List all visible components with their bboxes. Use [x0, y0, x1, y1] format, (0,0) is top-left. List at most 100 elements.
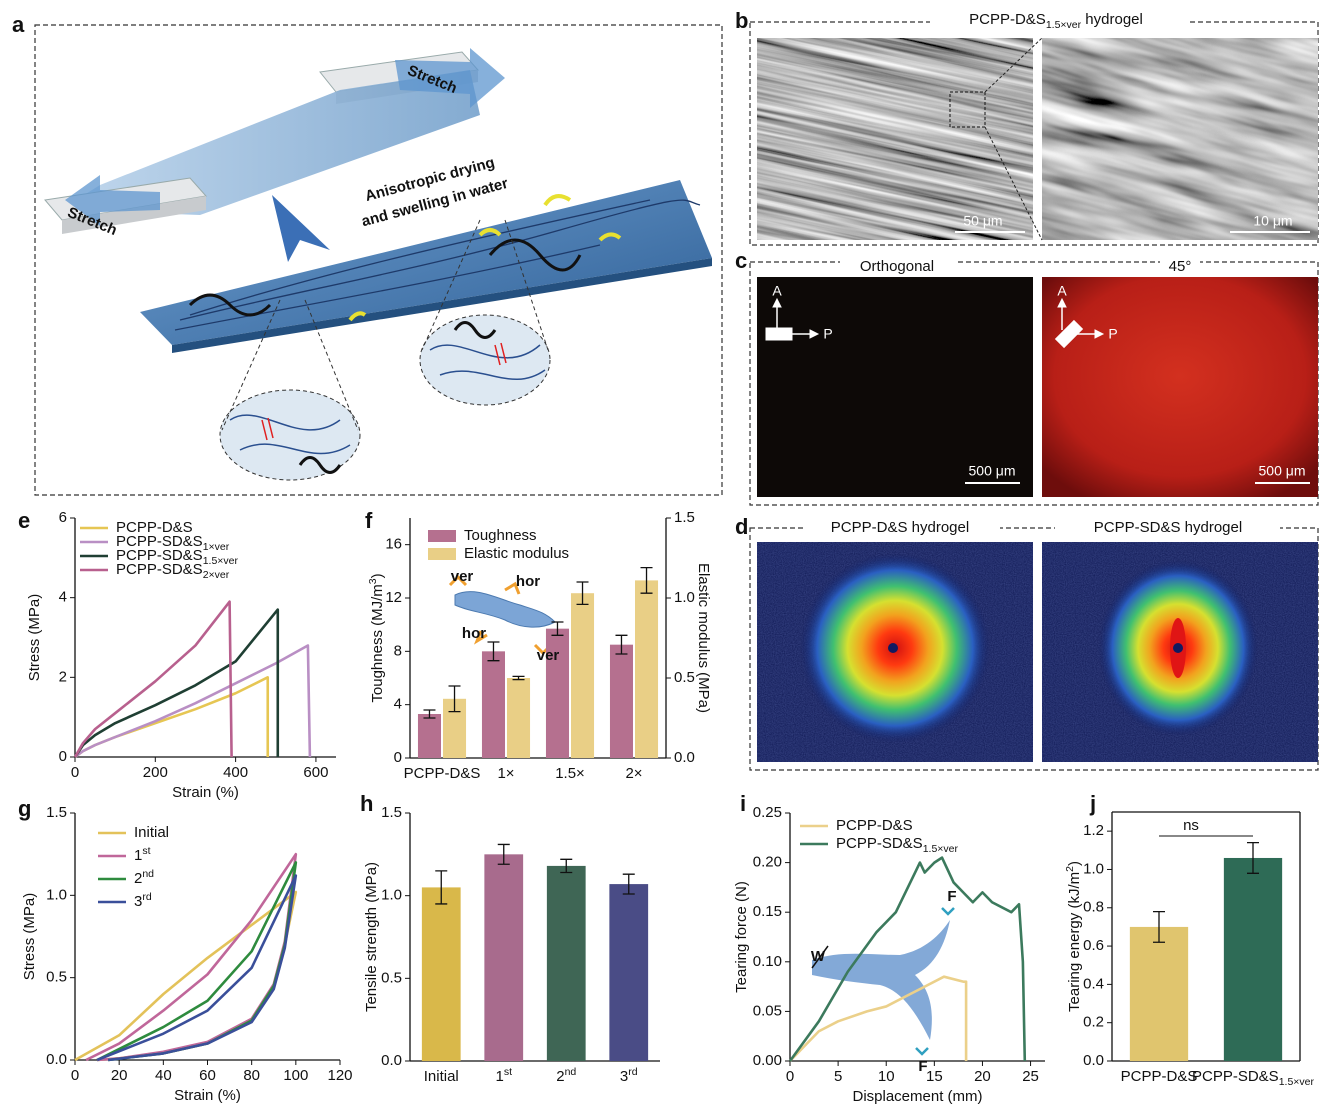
x-tick-label: 15 — [926, 1068, 943, 1085]
y-tick-label: 0.0 — [1083, 1052, 1104, 1069]
data-line — [75, 892, 296, 1060]
x-tick-label: 10 — [878, 1068, 895, 1085]
data-line — [790, 977, 966, 1061]
bar — [1130, 927, 1188, 1061]
x-tick-label: 20 — [111, 1067, 128, 1084]
bar — [484, 854, 523, 1061]
y-axis-label: Toughness (MJ/m3) — [367, 573, 386, 702]
x-tick-label: 200 — [143, 764, 168, 781]
legend-label: PCPP-SD&S1.5×ver — [836, 835, 959, 855]
data-line — [97, 862, 296, 1060]
scale-label: 500 μm — [969, 463, 1016, 479]
x-tick-label: 1.5× — [555, 765, 585, 782]
y-axis-label: Stress (MPa) — [21, 893, 38, 981]
y-tick-label: 0.00 — [753, 1052, 782, 1069]
bar — [422, 887, 461, 1061]
bar — [609, 884, 648, 1061]
x-tick-label: 100 — [283, 1067, 308, 1084]
bar — [610, 645, 633, 758]
bar — [571, 593, 594, 758]
y-tick-label: 1.0 — [1083, 860, 1104, 877]
bar — [635, 580, 658, 758]
polarizer-label: P — [823, 326, 832, 342]
arrow — [272, 195, 330, 262]
annotation: hor — [462, 625, 486, 642]
ribbon — [455, 592, 555, 627]
x-tick-label: 0 — [786, 1068, 794, 1085]
bar — [507, 678, 530, 758]
y2-tick-label: 0.5 — [674, 669, 695, 686]
y-tick-label: 12 — [385, 589, 402, 606]
y-tick-label: 8 — [394, 642, 402, 659]
data-line — [75, 610, 278, 757]
x-tick-label: 20 — [974, 1068, 991, 1085]
x-tick-label: 3rd — [620, 1066, 638, 1085]
x-tick-label: 40 — [155, 1067, 172, 1084]
panel-d: d PCPP-D&S hydrogel PCPP-SD&S hydrogel — [735, 514, 1318, 770]
scale-label: 500 μm — [1259, 463, 1306, 479]
y-tick-label: 2 — [59, 668, 67, 685]
y-axis-label: Tearing force (N) — [733, 881, 750, 993]
y-tick-label: 0.8 — [1083, 899, 1104, 916]
scale-label: 50 μm — [963, 213, 1002, 229]
x-tick-label: 400 — [223, 764, 248, 781]
x-tick-label: PCPP-SD&S1.5×ver — [1192, 1068, 1315, 1088]
chart: i0.000.050.100.150.200.250510152025Displ… — [733, 791, 1045, 1105]
x-tick-label: 2nd — [556, 1066, 576, 1085]
panel-title: PCPP-SD&S hydrogel — [1094, 519, 1242, 536]
analyzer-label: A — [1057, 283, 1067, 299]
legend-label: Toughness — [464, 527, 537, 544]
x-tick-label: 0 — [71, 764, 79, 781]
legend-label: 3rd — [134, 891, 152, 910]
x-tick-label: PCPP-D&S — [404, 765, 481, 782]
y-tick-label: 0.10 — [753, 953, 782, 970]
x-tick-label: 1× — [497, 765, 514, 782]
figure: a Stretch Stretch Anisotropic drying and… — [0, 0, 1320, 1117]
y-tick-label: 0 — [59, 748, 67, 765]
y-tick-label: 0 — [394, 749, 402, 766]
inset-i — [812, 908, 954, 1054]
legend-label: 2nd — [134, 868, 154, 887]
panel-letter: a — [12, 12, 25, 37]
x-axis-label: Displacement (mm) — [852, 1088, 982, 1105]
chart: f04812160.00.51.01.5Toughness (MJ/m3)Ela… — [365, 508, 712, 782]
y-tick-label: 1.0 — [46, 886, 67, 903]
data-line — [75, 645, 310, 757]
y-tick-label: 0.6 — [1083, 937, 1104, 954]
panel-c: c Orthogonal 45° A P A P 500 μm 500 μm — [735, 248, 1318, 505]
annotation: hor — [516, 573, 540, 590]
y2-tick-label: 1.5 — [674, 509, 695, 526]
x-axis-label: Strain (%) — [174, 1087, 241, 1104]
data-line — [86, 854, 296, 1060]
y-tick-label: 1.0 — [381, 887, 402, 904]
y-tick-label: 4 — [394, 696, 402, 713]
panel-title: PCPP-D&S hydrogel — [831, 519, 969, 536]
y-tick-label: 0.15 — [753, 903, 782, 920]
panel-letter: j — [1089, 791, 1096, 816]
y-tick-label: 16 — [385, 536, 402, 553]
y-tick-label: 0.5 — [381, 969, 402, 986]
x-tick-label: 2× — [625, 765, 642, 782]
y-tick-label: 4 — [59, 589, 67, 606]
y-tick-label: 0.0 — [46, 1051, 67, 1068]
annotation: ns — [1183, 817, 1199, 834]
bar — [547, 866, 586, 1061]
y-tick-label: 0.25 — [753, 804, 782, 821]
legend-label: Elastic modulus — [464, 545, 569, 562]
annotation: F — [947, 888, 956, 905]
x-tick-label: 600 — [303, 764, 328, 781]
x-tick-label: 5 — [834, 1068, 842, 1085]
zoom-circle — [420, 315, 550, 405]
annotation: F — [918, 1058, 927, 1075]
panel-letter: g — [18, 796, 31, 821]
bar — [482, 651, 505, 758]
x-tick-label: 1st — [495, 1066, 512, 1085]
beam-stop — [1173, 643, 1183, 653]
x-tick-label: 120 — [327, 1067, 352, 1084]
panel-letter: c — [735, 248, 747, 273]
x-axis-label: Strain (%) — [172, 784, 239, 801]
y-tick-label: 0.0 — [381, 1052, 402, 1069]
y-axis-label: Tearing energy (kJ/m2) — [1064, 861, 1083, 1012]
y2-tick-label: 1.0 — [674, 589, 695, 606]
